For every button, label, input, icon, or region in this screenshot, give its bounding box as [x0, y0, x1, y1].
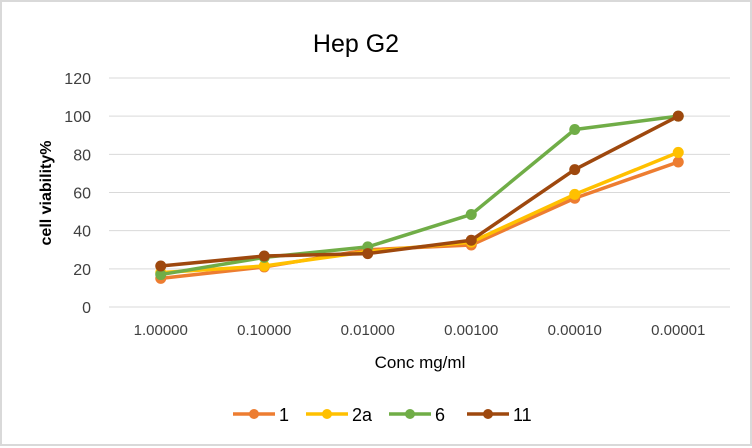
- series-1: [155, 156, 684, 284]
- data-point[interactable]: [465, 208, 477, 220]
- y-tick-label: 120: [64, 71, 91, 88]
- series-11: [155, 110, 684, 272]
- y-tick-label: 20: [73, 262, 91, 279]
- legend-dot-marker: [322, 409, 332, 419]
- chart-title: Hep G2: [313, 30, 399, 58]
- legend-item[interactable]: 1: [233, 405, 289, 425]
- y-axis-label: cell viability%: [38, 141, 55, 246]
- x-tick-label: 0.00010: [548, 322, 602, 339]
- y-tick-label: 40: [73, 224, 91, 241]
- legend-dot-marker: [249, 409, 259, 419]
- data-point[interactable]: [155, 269, 167, 281]
- data-point[interactable]: [672, 110, 684, 122]
- legend-item[interactable]: 6: [389, 405, 445, 425]
- legend-label: 11: [513, 405, 532, 425]
- data-point[interactable]: [155, 260, 167, 272]
- series-line: [159, 114, 680, 277]
- legend-label: 6: [435, 405, 445, 425]
- y-tick-label: 60: [73, 186, 91, 203]
- series-lines: [155, 110, 684, 284]
- series-6: [155, 110, 684, 281]
- y-tick-label: 100: [64, 109, 91, 126]
- data-point[interactable]: [569, 164, 581, 176]
- y-tick-label: 80: [73, 147, 91, 164]
- data-point[interactable]: [672, 146, 684, 158]
- x-axis-label: Conc mg/ml: [375, 353, 466, 372]
- legend-label: 2a: [352, 405, 373, 425]
- x-tick-label: 0.10000: [237, 322, 291, 339]
- data-point[interactable]: [258, 250, 270, 262]
- data-point[interactable]: [569, 188, 581, 200]
- x-axis-ticks: 1.00000 0.10000 0.01000 0.00100 0.00010 0.000…: [134, 322, 706, 339]
- data-point[interactable]: [569, 124, 581, 136]
- data-point[interactable]: [465, 234, 477, 246]
- legend: 1 2a 6 11: [233, 405, 532, 425]
- x-tick-label: 0.00001: [651, 322, 705, 339]
- x-tick-label: 0.00100: [444, 322, 498, 339]
- data-point[interactable]: [672, 156, 684, 168]
- x-tick-label: 0.01000: [341, 322, 395, 339]
- legend-label: 1: [279, 405, 289, 425]
- legend-dot-marker: [483, 409, 493, 419]
- series-line: [159, 114, 680, 268]
- legend-item[interactable]: 11: [467, 405, 532, 425]
- data-point[interactable]: [362, 248, 374, 260]
- data-point[interactable]: [258, 260, 270, 272]
- legend-dot-marker: [405, 409, 415, 419]
- legend-item[interactable]: 2a: [306, 405, 373, 425]
- series-line: [159, 150, 680, 275]
- x-tick-label: 1.00000: [134, 322, 188, 339]
- y-tick-label: 0: [82, 300, 91, 317]
- y-axis-ticks: 0 20 40 60 80 100 120: [64, 71, 91, 317]
